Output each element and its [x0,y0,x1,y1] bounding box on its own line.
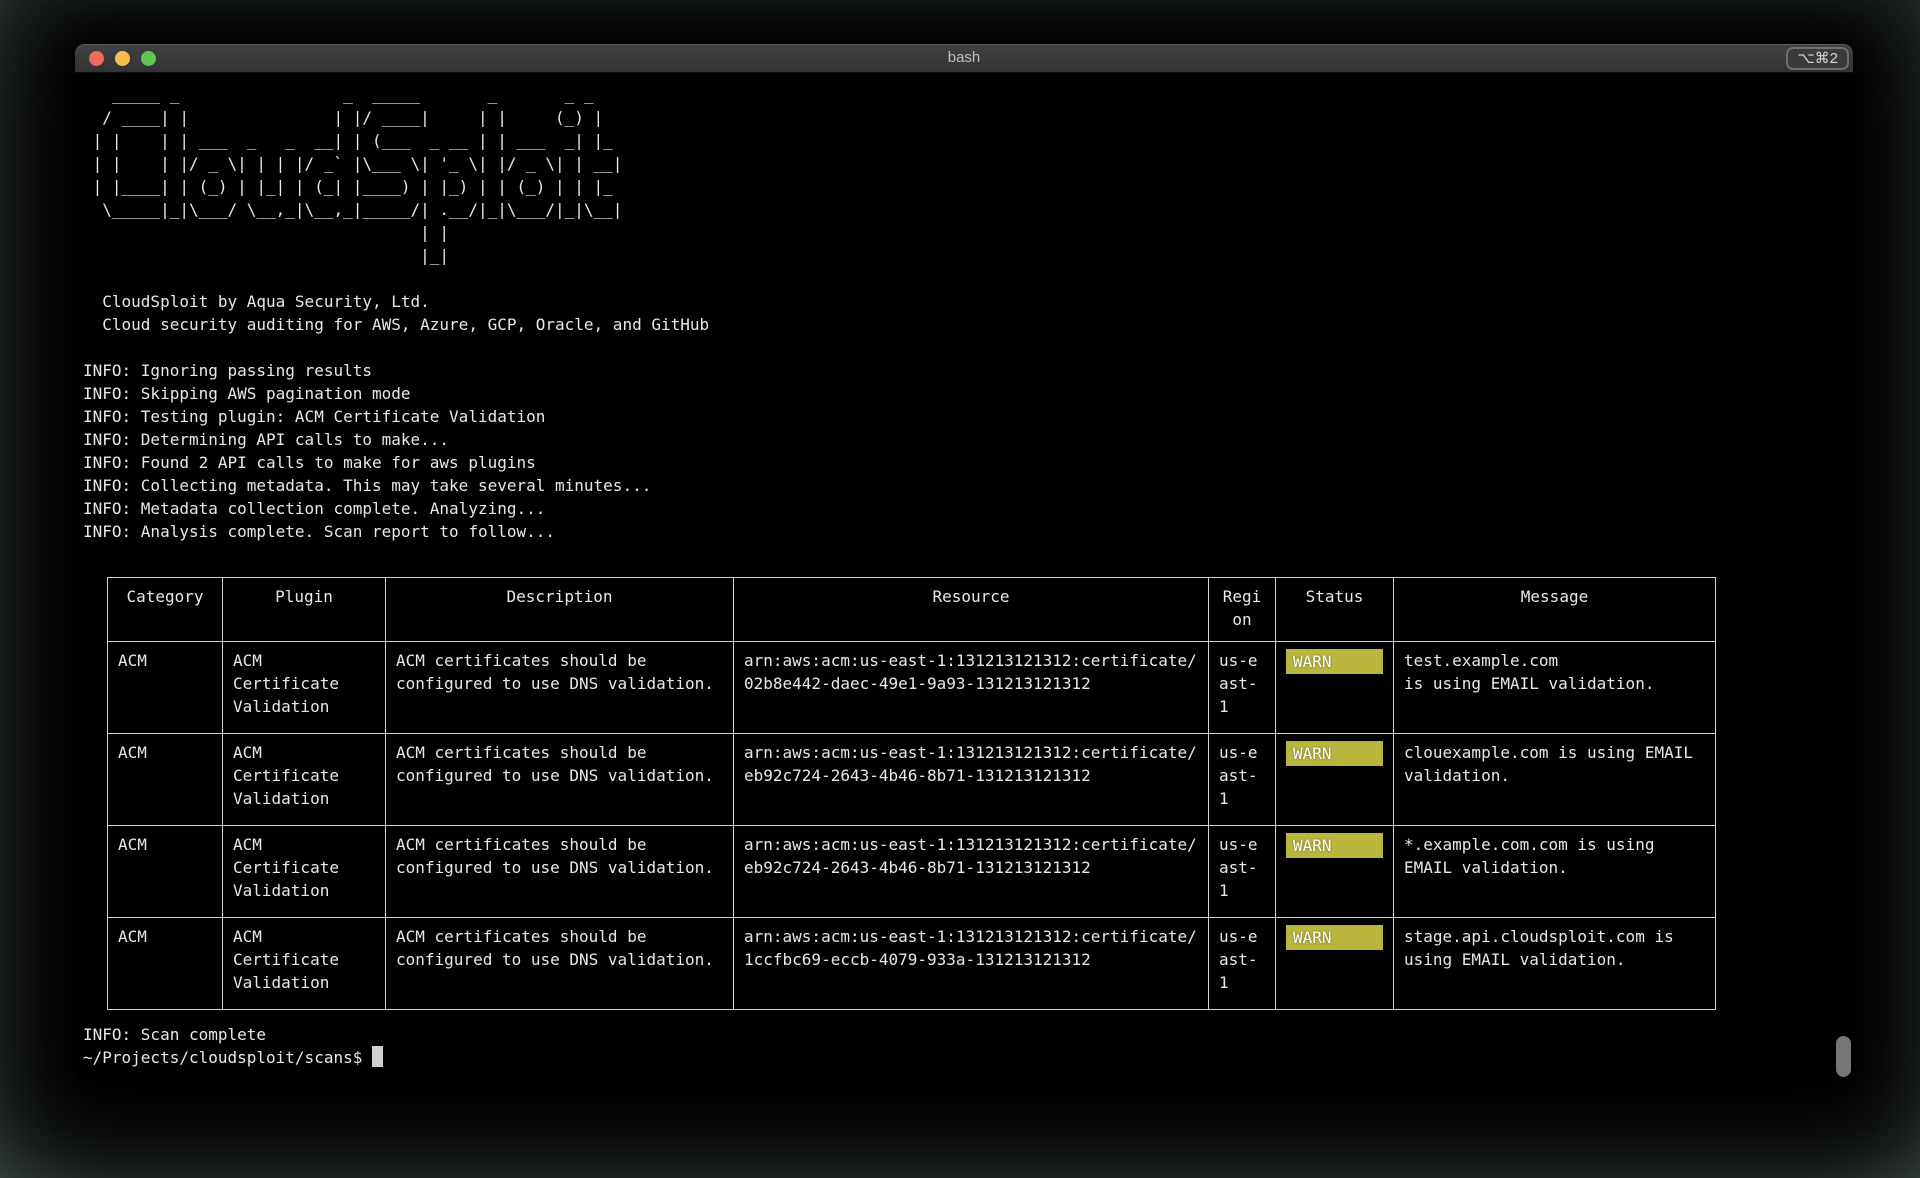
table-row: ACM ACM Certificate Validation ACM certi… [107,733,1716,826]
info-line: INFO: Scan complete [83,1025,267,1044]
table-header-row: Category Plugin Description Resource Reg… [107,577,1716,642]
ascii-logo-line: / ____| | | |/ ____| | | (_) | [83,108,604,127]
cell-status: WARN [1275,825,1394,918]
header-category: Category [107,577,223,642]
table-row: ACM ACM Certificate Validation ACM certi… [107,641,1716,734]
ascii-logo: _____ _ _ _____ _ _ _ / ____| | | |/ ___… [83,83,1853,267]
cell-status: WARN [1275,917,1394,1010]
table-row: ACM ACM Certificate Validation ACM certi… [107,825,1716,918]
terminal-window: bash ⌥⌘2 _____ _ _ _____ _ _ _ / ____| |… [75,44,1853,1080]
cell-region: us-east-1 [1208,825,1276,918]
tagline: CloudSploit by Aqua Security, Ltd. Cloud… [83,290,1853,336]
cell-message: stage.api.cloudsploit.com is using EMAIL… [1393,917,1716,1010]
scrollbar-thumb[interactable] [1836,1036,1851,1077]
info-line: INFO: Found 2 API calls to make for aws … [83,453,536,472]
minimize-button[interactable] [115,51,130,66]
prompt-line: ~/Projects/cloudsploit/scans$ [83,1046,1853,1069]
cell-plugin: ACM Certificate Validation [222,825,386,918]
cell-region: us-east-1 [1208,733,1276,826]
info-line: INFO: Determining API calls to make... [83,430,450,449]
status-badge: WARN [1286,925,1383,950]
blank-line [83,336,1853,359]
header-plugin: Plugin [222,577,386,642]
tagline-line: Cloud security auditing for AWS, Azure, … [83,315,710,334]
info-line: INFO: Collecting metadata. This may take… [83,476,652,495]
terminal-content[interactable]: _____ _ _ _____ _ _ _ / ____| | | |/ ___… [75,73,1853,1080]
scan-complete-line: INFO: Scan complete [83,1023,1853,1046]
info-line: INFO: Testing plugin: ACM Certificate Va… [83,407,546,426]
status-badge: WARN [1286,649,1383,674]
fullscreen-button[interactable] [141,51,156,66]
cell-message: *.example.com.com is using EMAIL validat… [1393,825,1716,918]
table-header: Category Plugin Description Resource Reg… [107,577,1716,642]
cell-resource: arn:aws:acm:us-east-1:131213121312:certi… [733,733,1209,826]
header-status: Status [1275,577,1394,642]
titlebar[interactable]: bash ⌥⌘2 [75,44,1853,73]
cell-resource: arn:aws:acm:us-east-1:131213121312:certi… [733,825,1209,918]
cell-region: us-east-1 [1208,641,1276,734]
header-description: Description [385,577,734,642]
ascii-logo-line: | | | | ___ _ _ __| | (___ _ __ | | ___ … [83,131,613,150]
cell-description: ACM certificates should be configured to… [385,733,734,826]
info-line: INFO: Ignoring passing results [83,361,372,380]
header-resource: Resource [733,577,1209,642]
table-row: ACM ACM Certificate Validation ACM certi… [107,917,1716,1010]
cell-resource: arn:aws:acm:us-east-1:131213121312:certi… [733,641,1209,734]
cell-category: ACM [107,917,223,1010]
cell-description: ACM certificates should be configured to… [385,641,734,734]
ascii-logo-line: |_| [83,246,450,265]
ascii-logo-line: | |____| | (_) | |_| | (_| |____) | |_) … [83,177,613,196]
cell-description: ACM certificates should be configured to… [385,825,734,918]
traffic-lights [89,51,156,66]
ascii-logo-line: | | [83,223,450,242]
window-title: bash [947,49,981,66]
info-line: INFO: Analysis complete. Scan report to … [83,522,556,541]
header-region: Region [1208,577,1276,642]
ascii-logo-line: \_____|_|\___/ \__,_|\__,_|_____/| .__/|… [83,200,623,219]
cell-message: clouexample.com is using EMAIL validatio… [1393,733,1716,826]
header-message: Message [1393,577,1716,642]
blank-line [83,267,1853,290]
status-badge: WARN [1286,741,1383,766]
cell-status: WARN [1275,733,1394,826]
cell-category: ACM [107,825,223,918]
cell-category: ACM [107,733,223,826]
tab-shortcut-badge: ⌥⌘2 [1786,47,1849,70]
close-button[interactable] [89,51,104,66]
info-line: INFO: Skipping AWS pagination mode [83,384,411,403]
terminal-cursor [371,1046,383,1067]
cell-message: test.example.com is using EMAIL validati… [1393,641,1716,734]
cell-plugin: ACM Certificate Validation [222,733,386,826]
ascii-logo-line: _____ _ _ _____ _ _ _ [83,85,594,104]
ascii-logo-line: | | | |/ _ \| | | |/ _` |\___ \| '_ \| |… [83,154,623,173]
log-output: INFO: Ignoring passing results INFO: Skip… [83,359,1853,543]
cell-region: us-east-1 [1208,917,1276,1010]
status-badge: WARN [1286,833,1383,858]
tagline-line: CloudSploit by Aqua Security, Ltd. [83,292,430,311]
cell-plugin: ACM Certificate Validation [222,917,386,1010]
scan-results-table: Category Plugin Description Resource Reg… [107,577,1716,1010]
cell-status: WARN [1275,641,1394,734]
info-line: INFO: Metadata collection complete. Anal… [83,499,546,518]
cell-plugin: ACM Certificate Validation [222,641,386,734]
cell-category: ACM [107,641,223,734]
cell-description: ACM certificates should be configured to… [385,917,734,1010]
prompt-text: ~/Projects/cloudsploit/scans$ [83,1048,372,1067]
table-body: ACM ACM Certificate Validation ACM certi… [107,641,1716,1010]
cell-resource: arn:aws:acm:us-east-1:131213121312:certi… [733,917,1209,1010]
